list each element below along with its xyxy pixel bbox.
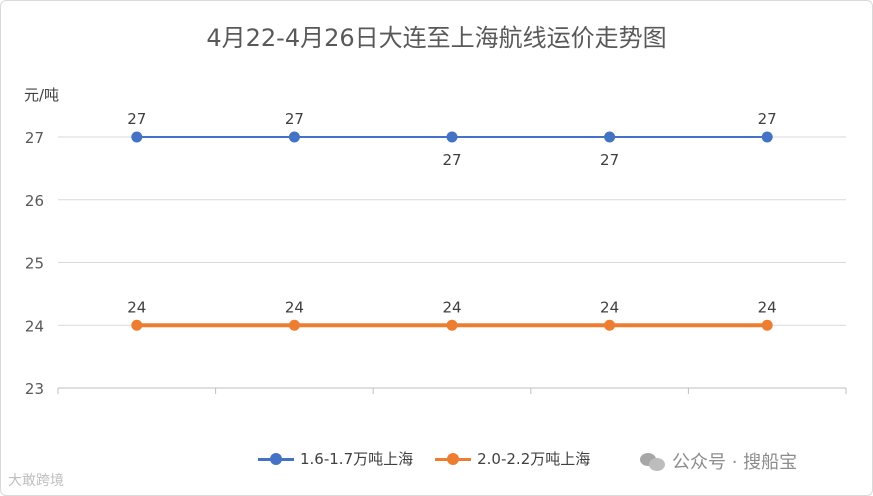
- y-axis-unit-label: 元/吨: [24, 86, 60, 104]
- chart-title: 4月22-4月26日大连至上海航线运价走势图: [206, 24, 667, 52]
- series-2-data-label: 24: [600, 298, 619, 316]
- series-2-point: [604, 319, 616, 331]
- series-2-data-label: 24: [442, 298, 461, 316]
- series-2-data-label: 24: [758, 298, 777, 316]
- series-1-point: [761, 131, 773, 143]
- series-2-point: [446, 319, 458, 331]
- legend-swatch-series-1: [258, 452, 294, 466]
- watermark-left: 大敢跨境: [8, 470, 64, 490]
- legend-item-series-1: 1.6-1.7万吨上海: [258, 448, 413, 469]
- series-1-data-label: 27: [758, 110, 777, 128]
- series-1-data-label: 27: [600, 151, 619, 169]
- series-1-point: [446, 131, 458, 143]
- wechat-icon: [640, 451, 666, 471]
- series-2-data-label: 24: [285, 298, 304, 316]
- y-tick-label: 26: [25, 192, 44, 210]
- series-1-point: [131, 131, 143, 143]
- series-1-data-label: 27: [442, 151, 461, 169]
- watermark-right-text: 公众号 · 搜船宝: [672, 452, 798, 473]
- series-1-point: [288, 131, 300, 143]
- legend-item-series-2: 2.0-2.2万吨上海: [435, 448, 590, 469]
- y-tick-label: 23: [25, 380, 44, 398]
- y-tick-label: 27: [25, 129, 44, 147]
- series-1-data-label: 27: [127, 110, 146, 128]
- series-2-data-label: 24: [127, 298, 146, 316]
- watermark-left-text: 大敢跨境: [8, 473, 64, 489]
- legend-label-series-2: 2.0-2.2万吨上海: [477, 450, 591, 468]
- y-tick-label: 25: [25, 255, 44, 273]
- watermark-right: 公众号 · 搜船宝: [640, 448, 797, 474]
- series-2-point: [288, 319, 300, 331]
- chart-legend: 1.6-1.7万吨上海 2.0-2.2万吨上海: [258, 448, 590, 469]
- series-2-point: [131, 319, 143, 331]
- series-1-data-label: 27: [285, 110, 304, 128]
- legend-swatch-series-2: [435, 452, 472, 466]
- series-1-point: [604, 131, 616, 143]
- series-2-point: [761, 319, 773, 331]
- legend-label-series-1: 1.6-1.7万吨上海: [300, 450, 414, 468]
- y-tick-label: 24: [25, 317, 44, 335]
